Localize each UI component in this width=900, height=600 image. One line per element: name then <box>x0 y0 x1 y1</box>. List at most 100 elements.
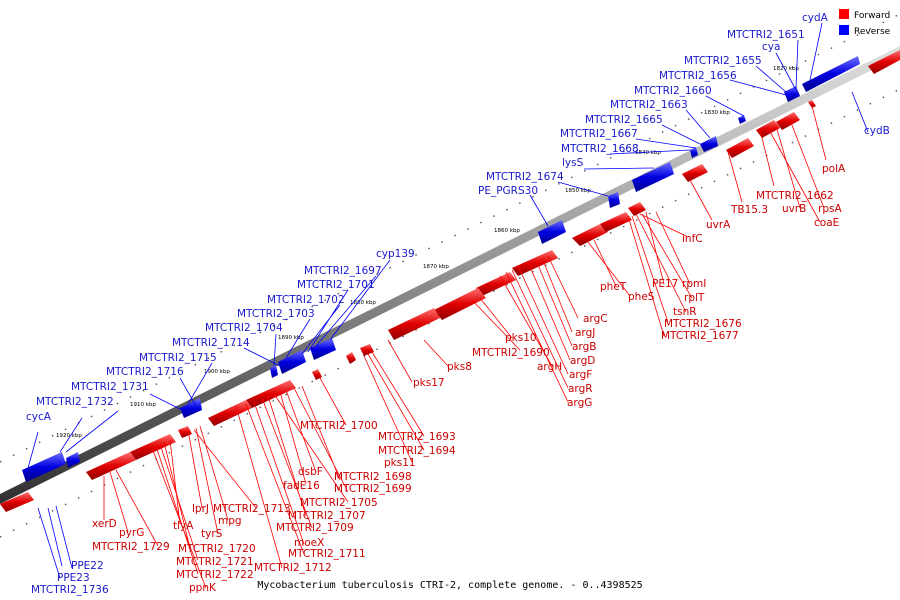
gene-reverse[interactable] <box>738 115 746 124</box>
gene-label-reverse[interactable]: PE_PGRS30 <box>478 185 538 197</box>
gene-label-forward[interactable]: pheT <box>600 281 627 293</box>
gene-label-reverse[interactable]: cyp139 <box>376 248 415 260</box>
gene-label-reverse[interactable]: cycA <box>26 411 52 423</box>
gene-label-forward[interactable]: tlyA <box>173 520 194 532</box>
gene-label-forward[interactable]: uvrB <box>782 203 806 215</box>
gene-label-forward[interactable]: tyrS <box>201 528 223 540</box>
gene-reverse[interactable] <box>690 147 698 158</box>
gene-label-reverse[interactable]: MTCTRI2_1732 <box>36 396 114 408</box>
gene-label-reverse[interactable]: MTCTRI2_1714 <box>172 337 250 349</box>
gene-forward[interactable] <box>726 138 754 158</box>
gene-forward[interactable] <box>346 352 356 364</box>
gene-label-forward[interactable]: MTCTRI2_1698 <box>334 471 412 483</box>
gene-label-forward[interactable]: moeX <box>294 537 324 549</box>
gene-forward[interactable] <box>246 380 296 408</box>
gene-label-forward[interactable]: MTCTRI2_1707 <box>288 510 366 522</box>
gene-label-forward[interactable]: MTCTRI2_1729 <box>92 541 170 553</box>
gene-forward[interactable] <box>868 50 900 74</box>
gene-label-forward[interactable]: infC <box>682 233 703 245</box>
gene-forward[interactable] <box>682 164 708 182</box>
gene-reverse[interactable] <box>278 350 306 374</box>
gene-label-forward[interactable]: mpg <box>218 515 242 527</box>
gene-forward[interactable] <box>130 434 176 460</box>
gene-label-forward[interactable]: MTCTRI2_1709 <box>276 522 354 534</box>
gene-label-forward[interactable]: uvrA <box>706 219 731 231</box>
gene-label-reverse[interactable]: MTCTRI2_1736 <box>31 584 109 596</box>
gene-label-forward[interactable]: pks17 <box>413 377 445 389</box>
gene-label-reverse[interactable]: MTCTRI2_1651 <box>727 29 805 41</box>
gene-label-reverse[interactable]: MTCTRI2_1663 <box>610 99 688 111</box>
gene-forward[interactable] <box>628 202 646 216</box>
gene-label-forward[interactable]: MTCTRI2_1699 <box>334 483 412 495</box>
gene-label-reverse[interactable]: MTCTRI2_1716 <box>106 366 184 378</box>
gene-label-reverse[interactable]: PPE23 <box>57 572 90 584</box>
gene-label-forward[interactable]: rplT <box>684 292 705 304</box>
gene-forward[interactable] <box>808 100 816 108</box>
gene-label-reverse[interactable]: MTCTRI2_1701 <box>297 279 375 291</box>
gene-label-forward[interactable]: argG <box>567 397 592 409</box>
gene-label-forward[interactable]: MTCTRI2_1676 <box>664 318 742 330</box>
gene-label-forward[interactable]: argH <box>537 361 562 373</box>
gene-label-forward[interactable]: argD <box>570 355 595 367</box>
gene-label-reverse[interactable]: MTCTRI2_1668 <box>561 143 639 155</box>
gene-label-forward[interactable]: MTCTRI2_1700 <box>300 420 378 432</box>
gene-label-reverse[interactable]: cydA <box>802 12 829 24</box>
gene-label-forward[interactable]: rpmI <box>682 278 706 290</box>
gene-label-forward[interactable]: MTCTRI2_1662 <box>756 190 834 202</box>
gene-label-reverse[interactable]: MTCTRI2_1697 <box>304 265 382 277</box>
gene-label-forward[interactable]: PE17 <box>652 278 678 290</box>
gene-forward[interactable] <box>0 492 34 512</box>
gene-label-forward[interactable]: ppnK <box>189 582 217 594</box>
gene-forward[interactable] <box>776 112 800 130</box>
gene-label-forward[interactable]: MTCTRI2_1711 <box>288 548 366 560</box>
gene-label-reverse[interactable]: lysS <box>562 157 584 169</box>
gene-label-forward[interactable]: TB15.3 <box>730 204 768 216</box>
gene-label-forward[interactable]: rpsA <box>818 203 842 215</box>
gene-forward[interactable] <box>434 288 486 320</box>
gene-label-reverse[interactable]: MTCTRI2_1656 <box>659 70 737 82</box>
gene-label-forward[interactable]: dsbF <box>298 466 323 478</box>
gene-forward[interactable] <box>178 426 192 438</box>
gene-label-reverse[interactable]: MTCTRI2_1703 <box>237 308 315 320</box>
gene-forward[interactable] <box>312 369 322 380</box>
gene-label-forward[interactable]: MTCTRI2_1693 <box>378 431 456 443</box>
gene-label-forward[interactable]: argB <box>572 341 596 353</box>
gene-label-forward[interactable]: MTCTRI2_1712 <box>254 562 332 574</box>
gene-label-reverse[interactable]: MTCTRI2_1704 <box>205 322 283 334</box>
gene-label-reverse[interactable]: MTCTRI2_1702 <box>267 294 345 306</box>
gene-label-forward[interactable]: MTCTRI2_1705 <box>300 497 378 509</box>
gene-label-forward[interactable]: argF <box>569 369 592 381</box>
gene-forward[interactable] <box>476 272 516 296</box>
gene-forward[interactable] <box>572 224 608 246</box>
gene-reverse[interactable] <box>802 56 860 92</box>
gene-label-forward[interactable]: MTCTRI2_1721 <box>176 556 254 568</box>
gene-label-forward[interactable]: pks8 <box>447 361 472 373</box>
gene-reverse[interactable] <box>538 220 566 244</box>
gene-label-forward[interactable]: argJ <box>575 327 595 339</box>
gene-forward[interactable] <box>388 308 440 340</box>
gene-label-forward[interactable]: lprJ <box>192 503 209 515</box>
gene-label-forward[interactable]: polA <box>822 163 846 175</box>
gene-reverse[interactable] <box>66 452 80 468</box>
gene-label-reverse[interactable]: MTCTRI2_1731 <box>71 381 149 393</box>
gene-reverse[interactable] <box>310 338 336 360</box>
gene-label-reverse[interactable]: MTCTRI2_1667 <box>560 128 638 140</box>
gene-label-forward[interactable]: xerD <box>92 518 117 530</box>
gene-label-forward[interactable]: tsnR <box>673 306 697 318</box>
gene-forward[interactable] <box>512 250 558 276</box>
gene-forward[interactable] <box>600 212 632 232</box>
gene-label-reverse[interactable]: PPE22 <box>71 560 104 572</box>
gene-reverse[interactable] <box>632 162 674 192</box>
gene-label-reverse[interactable]: MTCTRI2_1660 <box>634 85 712 97</box>
gene-label-forward[interactable]: MTCTRI2_1720 <box>178 543 256 555</box>
gene-label-reverse[interactable]: MTCTRI2_1655 <box>684 55 762 67</box>
gene-label-forward[interactable]: pheS <box>628 291 655 303</box>
gene-label-forward[interactable]: argR <box>568 383 593 395</box>
gene-label-forward[interactable]: coaE <box>814 217 839 229</box>
gene-reverse[interactable] <box>608 192 620 208</box>
gene-label-forward[interactable]: MTCTRI2_1677 <box>661 330 739 342</box>
gene-label-forward[interactable]: fadE16 <box>283 480 320 492</box>
gene-label-reverse[interactable]: MTCTRI2_1665 <box>585 114 663 126</box>
gene-forward[interactable] <box>86 452 136 480</box>
gene-forward[interactable] <box>208 400 252 426</box>
